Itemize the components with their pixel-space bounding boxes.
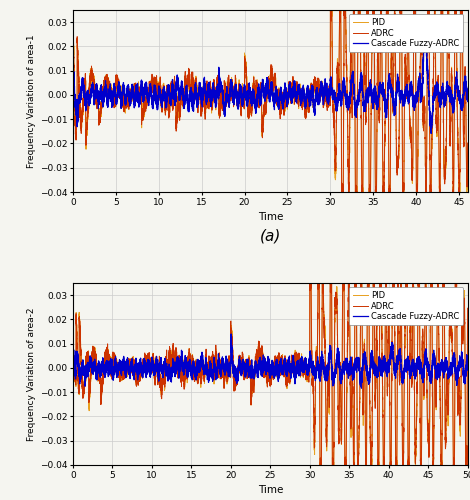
PID <box>155 85 161 91</box>
Text: (a): (a) <box>259 228 281 244</box>
Cascade Fuzzy-ADRC <box>104 96 110 102</box>
PID <box>118 90 124 96</box>
Cascade Fuzzy-ADRC <box>148 366 153 372</box>
ADRC <box>118 90 124 96</box>
Y-axis label: Frequency Variation of area-2: Frequency Variation of area-2 <box>26 307 36 441</box>
PID <box>129 91 134 97</box>
ADRC <box>386 198 392 204</box>
ADRC <box>129 88 134 94</box>
PID <box>396 152 401 158</box>
Y-axis label: Frequency Variation of area-1: Frequency Variation of area-1 <box>26 34 36 168</box>
PID <box>465 151 470 157</box>
Cascade Fuzzy-ADRC <box>72 368 78 374</box>
PID <box>148 364 153 370</box>
Cascade Fuzzy-ADRC <box>70 357 76 363</box>
PID <box>72 370 78 376</box>
PID <box>444 380 450 386</box>
Cascade Fuzzy-ADRC <box>465 98 470 104</box>
ADRC <box>104 87 110 93</box>
Line: PID: PID <box>73 273 468 476</box>
Line: ADRC: ADRC <box>73 272 468 476</box>
ADRC <box>86 396 92 402</box>
ADRC <box>377 268 383 274</box>
Cascade Fuzzy-ADRC <box>118 96 124 102</box>
PID <box>145 100 151 106</box>
ADRC <box>70 343 76 349</box>
ADRC <box>94 365 99 371</box>
ADRC <box>263 370 269 376</box>
PID <box>263 365 269 371</box>
Cascade Fuzzy-ADRC <box>396 82 401 87</box>
Legend: PID, ADRC, Cascade Fuzzy-ADRC: PID, ADRC, Cascade Fuzzy-ADRC <box>349 287 463 325</box>
Cascade Fuzzy-ADRC <box>429 130 434 136</box>
Cascade Fuzzy-ADRC <box>465 364 470 370</box>
PID <box>86 392 92 398</box>
ADRC <box>148 363 153 369</box>
PID <box>412 0 418 2</box>
ADRC <box>452 0 458 2</box>
Line: ADRC: ADRC <box>73 0 468 202</box>
ADRC <box>145 85 151 91</box>
Cascade Fuzzy-ADRC <box>359 385 364 391</box>
ADRC <box>465 140 470 146</box>
ADRC <box>465 305 470 311</box>
X-axis label: Time: Time <box>258 212 283 222</box>
Cascade Fuzzy-ADRC <box>155 92 161 98</box>
ADRC <box>343 474 348 480</box>
PID <box>104 82 110 88</box>
Line: Cascade Fuzzy-ADRC: Cascade Fuzzy-ADRC <box>73 32 468 134</box>
Cascade Fuzzy-ADRC <box>228 331 234 337</box>
Line: PID: PID <box>73 0 468 204</box>
ADRC <box>444 381 450 387</box>
PID <box>94 362 99 368</box>
Line: Cascade Fuzzy-ADRC: Cascade Fuzzy-ADRC <box>73 334 468 388</box>
X-axis label: Time: Time <box>258 485 283 495</box>
Cascade Fuzzy-ADRC <box>444 364 450 370</box>
Cascade Fuzzy-ADRC <box>86 360 92 366</box>
PID <box>340 200 346 206</box>
PID <box>308 270 313 276</box>
Cascade Fuzzy-ADRC <box>94 369 99 375</box>
PID <box>70 20 76 26</box>
PID <box>381 472 387 478</box>
ADRC <box>72 364 78 370</box>
Cascade Fuzzy-ADRC <box>70 60 76 66</box>
Cascade Fuzzy-ADRC <box>145 94 151 100</box>
PID <box>465 322 470 328</box>
PID <box>70 346 76 352</box>
ADRC <box>155 90 161 96</box>
Cascade Fuzzy-ADRC <box>423 28 428 34</box>
ADRC <box>70 18 76 24</box>
Legend: PID, ADRC, Cascade Fuzzy-ADRC: PID, ADRC, Cascade Fuzzy-ADRC <box>349 14 463 52</box>
Cascade Fuzzy-ADRC <box>263 362 269 368</box>
ADRC <box>396 149 401 155</box>
Cascade Fuzzy-ADRC <box>129 86 134 91</box>
